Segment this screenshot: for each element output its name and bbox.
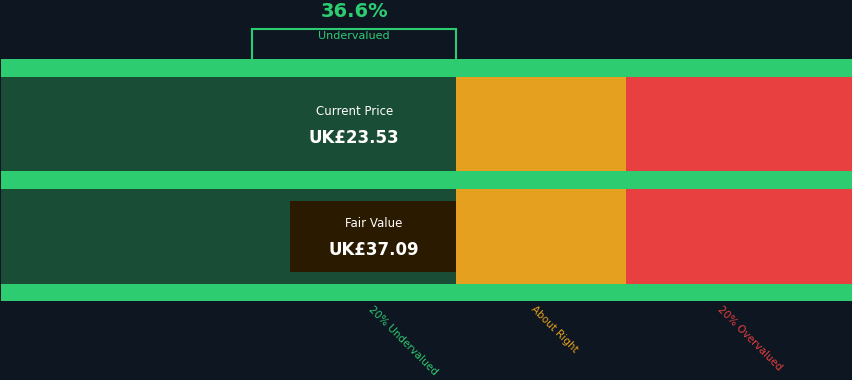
Bar bbox=[456, 189, 625, 283]
Text: Undervalued: Undervalued bbox=[318, 31, 389, 41]
Bar bbox=[625, 189, 850, 283]
Bar bbox=[2, 283, 850, 301]
Bar bbox=[291, 201, 456, 272]
Bar bbox=[2, 59, 850, 76]
Bar bbox=[2, 189, 456, 283]
Text: About Right: About Right bbox=[528, 304, 579, 355]
Bar bbox=[252, 89, 456, 160]
Text: UK£23.53: UK£23.53 bbox=[308, 129, 399, 147]
Text: 20% Overvalued: 20% Overvalued bbox=[715, 304, 783, 372]
Text: Fair Value: Fair Value bbox=[344, 217, 401, 230]
Text: Current Price: Current Price bbox=[315, 105, 393, 118]
Text: 36.6%: 36.6% bbox=[320, 2, 388, 21]
Text: 20% Undervalued: 20% Undervalued bbox=[366, 304, 440, 377]
Text: UK£37.09: UK£37.09 bbox=[328, 241, 418, 260]
Bar bbox=[2, 76, 456, 171]
Bar bbox=[2, 171, 850, 189]
Bar bbox=[456, 76, 625, 171]
Bar bbox=[625, 76, 850, 171]
